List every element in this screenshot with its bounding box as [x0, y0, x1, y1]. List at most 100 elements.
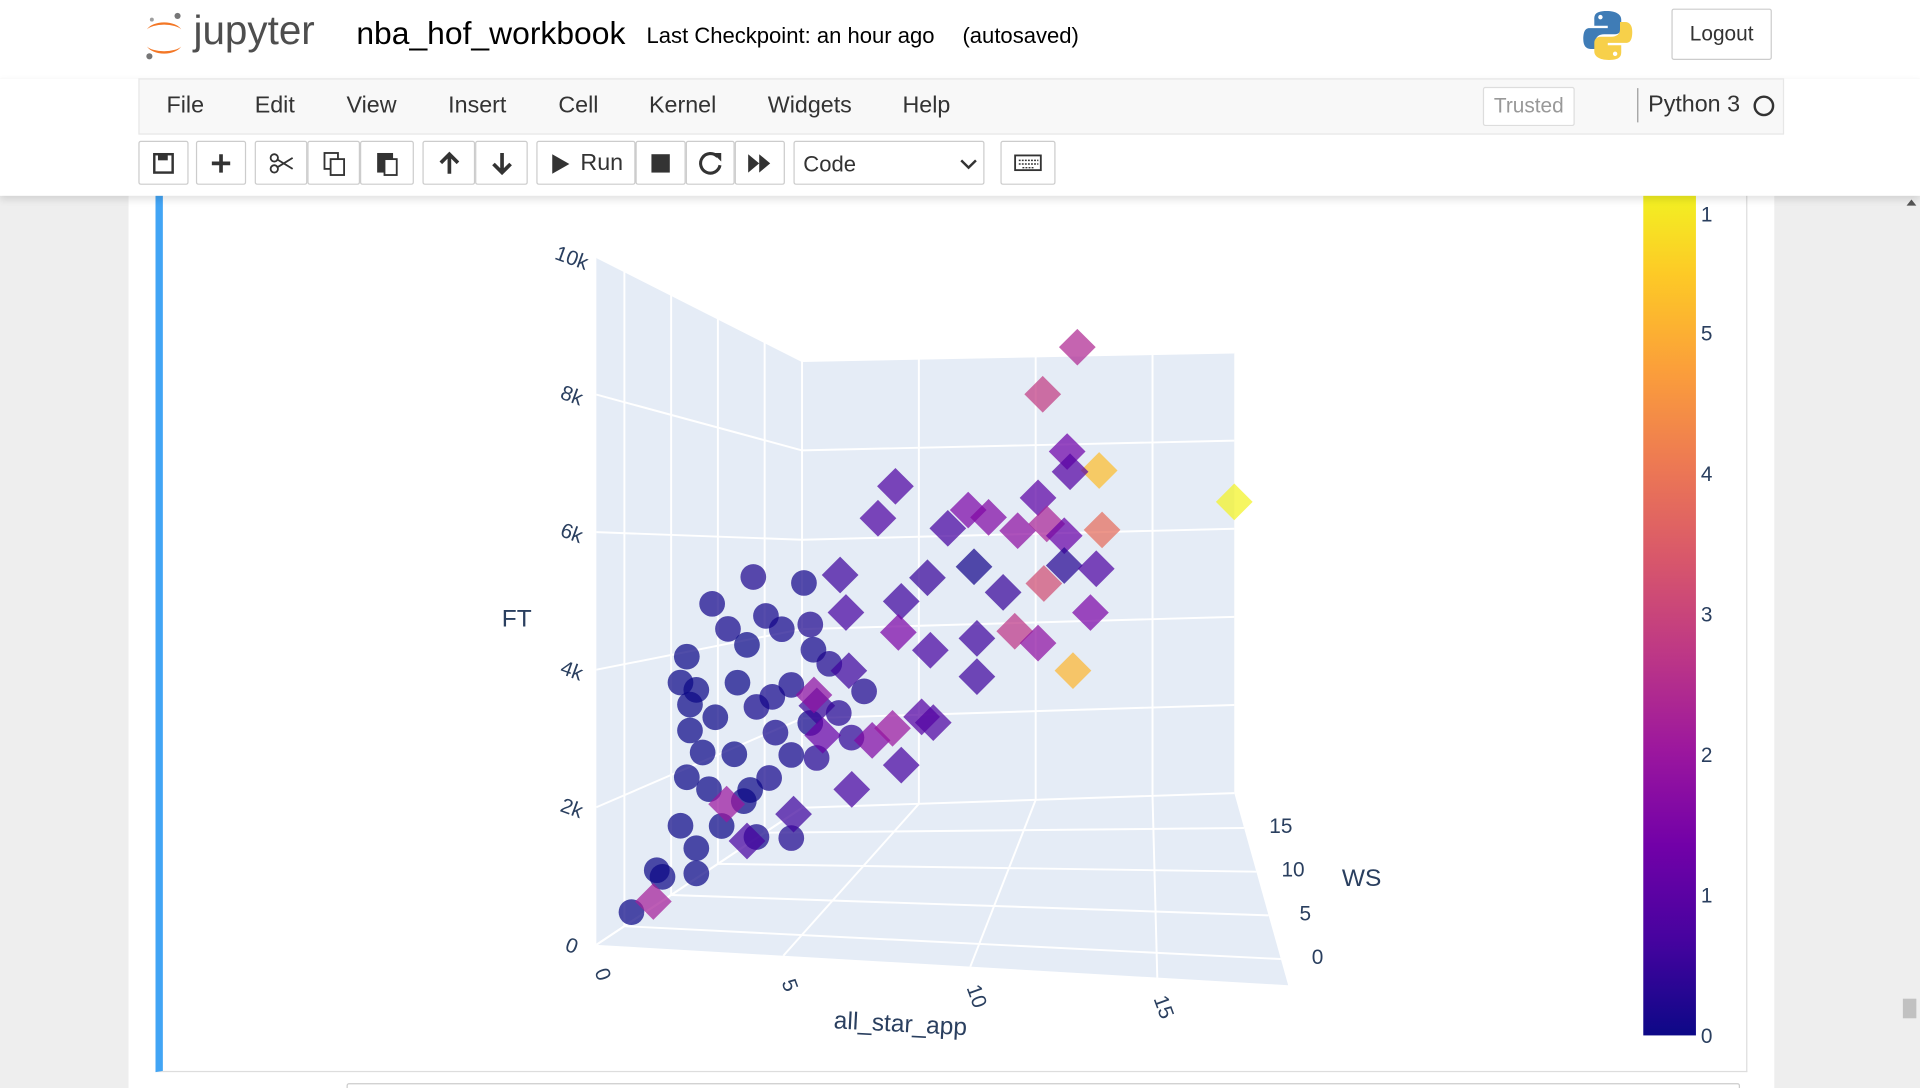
x-tick-label: 15	[1149, 992, 1179, 1022]
cut-button[interactable]	[254, 140, 308, 185]
circle-marker	[683, 860, 710, 887]
diamond-marker	[970, 499, 1007, 536]
scroll-up-arrow[interactable]	[1904, 196, 1919, 208]
autosave-status: (autosaved)	[962, 23, 1079, 48]
circle-marker	[768, 616, 795, 643]
circle-marker	[721, 741, 748, 768]
header: jupyter nba_hof_workbook Last Checkpoint…	[0, 0, 1920, 80]
y-grid-line	[671, 894, 1269, 917]
insert-button[interactable]	[195, 140, 247, 185]
menu-item[interactable]: File	[166, 93, 205, 119]
menu-item[interactable]: Edit	[254, 93, 295, 119]
menu-item[interactable]: View	[346, 93, 397, 119]
kernel-name: Python 3	[1648, 91, 1741, 118]
next-cell[interactable]	[346, 1083, 1741, 1088]
y-tick-label: 0	[1312, 946, 1324, 969]
diamond-marker	[1051, 453, 1089, 491]
cell-type-select[interactable]: Code	[793, 140, 985, 185]
diamond-marker	[929, 509, 967, 547]
colorbar-tick-label: 2	[1701, 744, 1713, 767]
circle-marker	[683, 835, 710, 862]
diamond-marker	[1058, 328, 1096, 366]
circle-marker	[778, 825, 805, 851]
move-down-button[interactable]	[475, 140, 528, 185]
colorbar-tick-label: 3	[1701, 603, 1713, 626]
diamond-marker	[833, 771, 871, 808]
y-tick-label: 15	[1269, 815, 1292, 838]
circle-marker	[696, 776, 722, 803]
move-up-button[interactable]	[422, 140, 476, 185]
icon	[748, 154, 771, 173]
z-grid-line	[802, 703, 1235, 720]
colorbar-clipped-label: 1	[1701, 204, 1713, 227]
y-tick-label: 5	[1300, 902, 1312, 925]
y-grid-line	[717, 862, 1257, 873]
x-grid-line	[1151, 795, 1159, 978]
menu-item[interactable]: Insert	[448, 93, 507, 119]
z-grid-line	[596, 628, 803, 671]
checkpoint: Last Checkpoint: an hour ago	[646, 23, 935, 48]
circle-marker	[677, 717, 703, 744]
cell-type: Code	[803, 151, 856, 177]
diamond-marker	[882, 583, 920, 620]
icon	[211, 154, 231, 173]
z-axis-title: FT	[502, 606, 532, 633]
paste-button[interactable]	[360, 140, 414, 185]
run-button[interactable]: Run	[536, 140, 636, 185]
icon	[439, 151, 460, 174]
restart-button[interactable]	[685, 140, 735, 185]
interrupt-button[interactable]	[635, 140, 686, 185]
y-grid-line	[624, 925, 1281, 961]
icon	[651, 154, 670, 173]
x-tick-label: 5	[777, 976, 803, 995]
circle-marker	[740, 564, 767, 590]
circle-marker	[762, 719, 789, 746]
z-grid-line	[802, 439, 1235, 452]
diamond-marker	[958, 620, 996, 657]
circle-marker	[699, 590, 726, 617]
circle-marker	[791, 570, 817, 596]
circle-marker	[649, 864, 676, 890]
logout-button[interactable]: Logout	[1671, 8, 1772, 60]
circle-marker	[778, 672, 805, 698]
menu-item[interactable]: Help	[902, 93, 951, 119]
icon	[1014, 154, 1042, 172]
z-tick-label: 2k	[557, 794, 586, 823]
diamond-marker	[882, 746, 920, 784]
diamond-marker	[1045, 517, 1083, 555]
back-wall	[802, 352, 1235, 808]
save-button[interactable]	[138, 140, 189, 185]
diamond-marker	[1045, 547, 1083, 584]
run-all-button[interactable]	[734, 140, 785, 185]
menu-bar: File Edit View Insert Cell Kernel Widget…	[138, 78, 1785, 135]
keyboard-button[interactable]	[1000, 140, 1056, 185]
circle-marker	[759, 684, 786, 710]
icon	[492, 152, 512, 176]
trusted-badge[interactable]: Trusted	[1482, 86, 1575, 127]
x-axis-title: all_star_app	[833, 1007, 968, 1041]
colorbar-tick-label: 1	[1701, 884, 1713, 907]
diamond-marker	[1024, 375, 1062, 413]
circle-marker	[778, 742, 805, 768]
colorbar-tick-label: 0	[1701, 1025, 1713, 1048]
colorbar-tick-label: 4	[1701, 463, 1713, 486]
circle-marker	[618, 899, 645, 925]
floor	[596, 793, 1289, 986]
notebook-name[interactable]: nba_hof_workbook	[356, 14, 626, 52]
menu-item[interactable]: Widgets	[767, 93, 852, 119]
menu-item[interactable]: Kernel	[648, 93, 717, 119]
diamond-marker	[728, 822, 766, 860]
y-tick-label: 10	[1281, 859, 1304, 882]
icon	[323, 152, 346, 176]
z-grid-line	[802, 351, 1235, 363]
circle-marker	[851, 678, 877, 705]
x-grid-line	[969, 799, 1037, 968]
diamond-marker	[830, 652, 868, 690]
copy-button[interactable]	[307, 140, 361, 185]
menu-item[interactable]: Cell	[558, 93, 599, 119]
python-logo	[1583, 11, 1633, 60]
scrollbar-thumb[interactable]	[1902, 998, 1917, 1019]
menu-and-toolbar: File Edit View Insert Cell Kernel Widget…	[0, 78, 1920, 196]
